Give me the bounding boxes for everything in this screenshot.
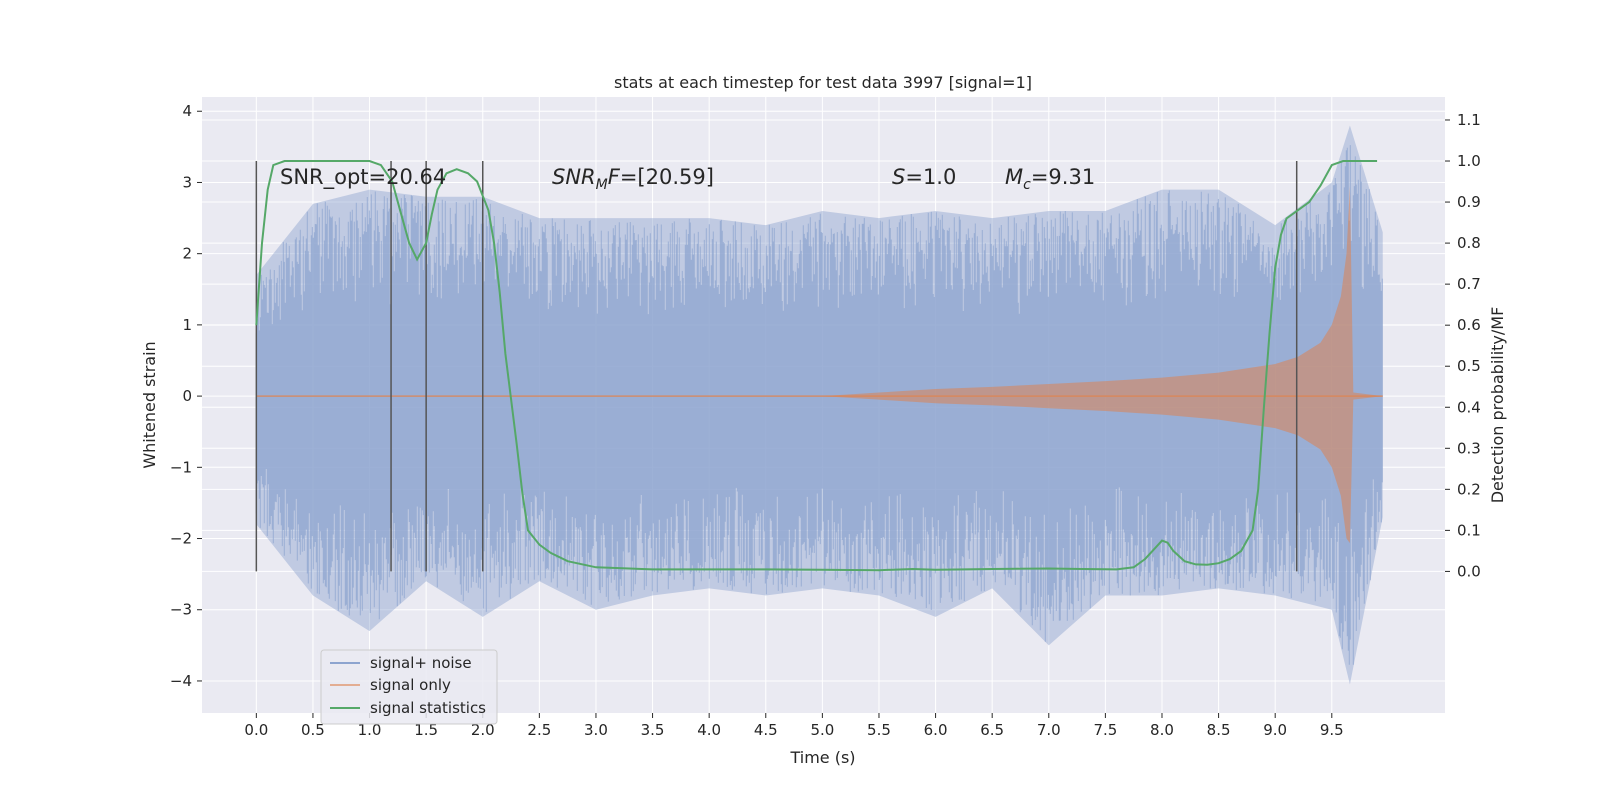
x-tick-label: 0.0 (244, 721, 268, 739)
x-tick-label: 3.5 (641, 721, 665, 739)
x-tick-label: 7.0 (1037, 721, 1061, 739)
x-tick-label: 2.0 (471, 721, 495, 739)
x-tick-label: 9.0 (1263, 721, 1287, 739)
x-tick-label: 6.0 (924, 721, 948, 739)
vertical-markers (255, 161, 1298, 572)
y2-tick-label: 0.4 (1457, 398, 1481, 416)
annotation-mc: Mc=9.31 (1005, 165, 1095, 193)
y2-tick-label: 0.7 (1457, 275, 1481, 293)
y2-axis-label: Detection probability/MF (1488, 307, 1507, 504)
annotation-s: S=1.0 (892, 165, 956, 189)
y2-tick-label: 0.3 (1457, 439, 1481, 457)
y2-tick-label: 0.1 (1457, 521, 1481, 539)
y2-tick-label: 1.0 (1457, 152, 1481, 170)
x-tick-label: 4.5 (754, 721, 778, 739)
x-tick-label: 7.5 (1093, 721, 1117, 739)
legend-box (320, 649, 498, 725)
series-signal-statistics (255, 160, 1378, 572)
legend-label-signal-only: signal only (370, 676, 451, 694)
y2-tick-label: 1.1 (1457, 111, 1481, 129)
legend-label-signal-statistics: signal statistics (370, 699, 486, 717)
y2-tick-label: 0.8 (1457, 234, 1481, 252)
y-axis-ticks: −4 −3 −2 −1 0 1 2 3 4 (170, 102, 202, 690)
x-tick-label: 8.0 (1150, 721, 1174, 739)
x-tick-label: 2.5 (527, 721, 551, 739)
y-tick-label: 0 (182, 387, 192, 405)
legend: signal+ noise signal only signal statist… (320, 649, 498, 725)
x-tick-label: 6.5 (980, 721, 1004, 739)
x-tick-label: 8.5 (1207, 721, 1231, 739)
y-tick-label: −4 (170, 672, 192, 690)
x-tick-label: 4.0 (697, 721, 721, 739)
y-axis-label: Whitened strain (140, 341, 159, 468)
x-tick-label: 9.5 (1320, 721, 1344, 739)
x-tick-label: 5.5 (867, 721, 891, 739)
x-tick-label: 0.5 (301, 721, 325, 739)
y-tick-label: 4 (182, 102, 192, 120)
chart-title: stats at each timestep for test data 399… (614, 73, 1032, 92)
annotations: SNR_opt=20.64 SNRMF=[20.59] S=1.0 Mc=9.3… (280, 165, 1095, 193)
x-tick-label: 1.5 (414, 721, 438, 739)
x-tick-label: 3.0 (584, 721, 608, 739)
annotation-snr-mf: SNRMF=[20.59] (552, 165, 714, 193)
plot-marks (255, 125, 1383, 685)
y2-tick-label: 0.5 (1457, 357, 1481, 375)
y2-tick-label: 0.9 (1457, 193, 1481, 211)
y2-axis-ticks: 0.0 0.1 0.2 0.3 0.4 0.5 0.6 0.7 0.8 0.9 1.0 1.1 (1445, 111, 1481, 580)
x-tick-label: 1.0 (358, 721, 382, 739)
y-tick-label: −2 (170, 530, 192, 548)
annotation-snr-opt: SNR_opt=20.64 (280, 165, 446, 190)
y2-tick-label: 0.0 (1457, 562, 1481, 580)
x-tick-label: 5.0 (810, 721, 834, 739)
y-tick-label: 1 (182, 316, 192, 334)
legend-label-signal-noise: signal+ noise (370, 654, 472, 672)
y2-tick-label: 0.2 (1457, 480, 1481, 498)
x-axis-ticks: 0.0 0.5 1.0 1.5 2.0 2.5 3.0 3.5 4.0 4.5 5.0 5.5 6.0 6… (244, 713, 1344, 739)
y-tick-label: 2 (182, 245, 192, 263)
y-tick-label: −1 (170, 458, 192, 476)
y-tick-label: 3 (182, 173, 192, 191)
y-tick-label: −3 (170, 601, 192, 619)
y2-tick-label: 0.6 (1457, 316, 1481, 334)
x-axis-label: Time (s) (789, 748, 855, 767)
